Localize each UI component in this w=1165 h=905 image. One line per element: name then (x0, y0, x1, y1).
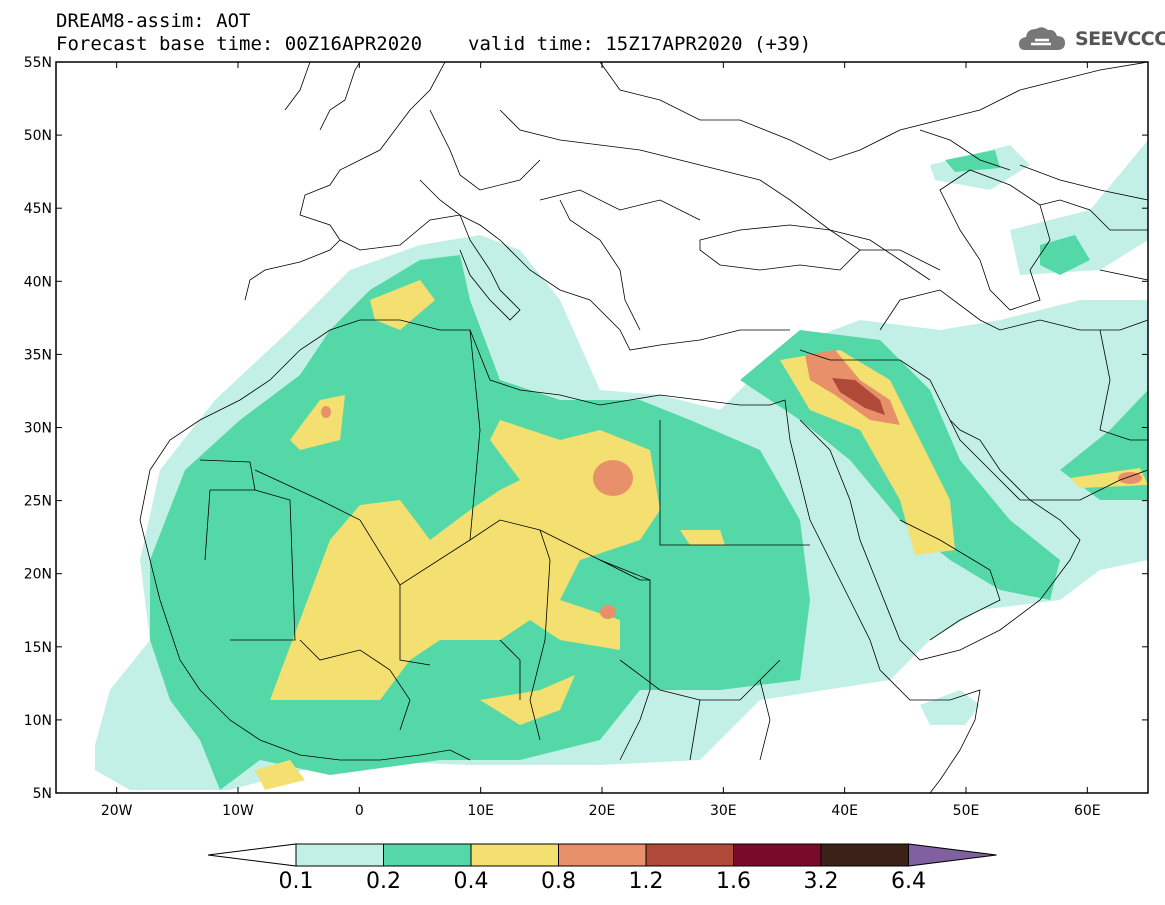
lat-label: 50N (24, 128, 52, 144)
lon-label: 10E (467, 803, 494, 819)
colorbar-swatch (733, 843, 822, 867)
colorbar-swatch (645, 843, 734, 867)
lat-label: 45N (24, 201, 52, 217)
forecast-times: Forecast base time: 00Z16APR2020 valid ti… (56, 33, 811, 55)
lon-label: 0 (355, 803, 364, 819)
base-time: Forecast base time: 00Z16APR2020 (56, 33, 423, 55)
lon-label: 30E (710, 803, 737, 819)
lat-label: 55N (24, 55, 52, 71)
colorbar-label: 0.2 (366, 869, 401, 894)
lon-label: 10W (222, 803, 254, 819)
lat-label: 5N (33, 786, 52, 802)
colorbar-under-triangle (207, 843, 297, 867)
colorbar-swatch (383, 843, 472, 867)
colorbar-swatch (295, 843, 384, 867)
lat-label: 35N (24, 347, 52, 363)
cloud-icon (1019, 27, 1065, 50)
coastlines-borders (139, 62, 1148, 793)
valid-time: valid time: 15Z17APR2020 (+39) (468, 33, 812, 55)
map-title: DREAM8-assim: AOT (56, 10, 251, 32)
logo-text: SEEVCCC (1075, 28, 1165, 50)
lon-label: 20E (589, 803, 616, 819)
lon-label: 50E (953, 803, 980, 819)
seevccc-logo: SEEVCCC (1017, 22, 1165, 56)
lat-label: 10N (24, 713, 52, 729)
lon-label: 60E (1074, 803, 1101, 819)
aot-colorbar: 0.1 0.2 0.4 0.8 1.2 1.6 3.2 6.4 (207, 843, 997, 894)
colorbar-label: 3.2 (804, 869, 839, 894)
lon-label: 40E (831, 803, 858, 819)
lat-label: 25N (24, 494, 52, 510)
axis-ticks: 55N 50N 45N 40N 35N 30N 25N 20N 15N 10N 5N 20W 10W 0 1… (24, 55, 1148, 819)
colorbar-label: 0.4 (454, 869, 489, 894)
colorbar-swatch (558, 843, 647, 867)
colorbar-swatch (820, 843, 909, 867)
colorbar-label: 1.6 (716, 869, 751, 894)
colorbar-label: 0.1 (279, 869, 314, 894)
colorbar-swatch (470, 843, 559, 867)
aot-field (95, 140, 1148, 790)
lon-label: 20W (101, 803, 133, 819)
aot-level-1-2 (832, 378, 885, 415)
lat-label: 15N (24, 640, 52, 656)
lat-label: 30N (24, 421, 52, 437)
lat-label: 20N (24, 567, 52, 583)
aot-level-0-4 (255, 280, 1148, 790)
colorbar-over-triangle (908, 843, 997, 867)
colorbar-label: 6.4 (891, 869, 926, 894)
colorbar-label: 1.2 (629, 869, 664, 894)
lat-label: 40N (24, 274, 52, 290)
colorbar-label: 0.8 (541, 869, 576, 894)
